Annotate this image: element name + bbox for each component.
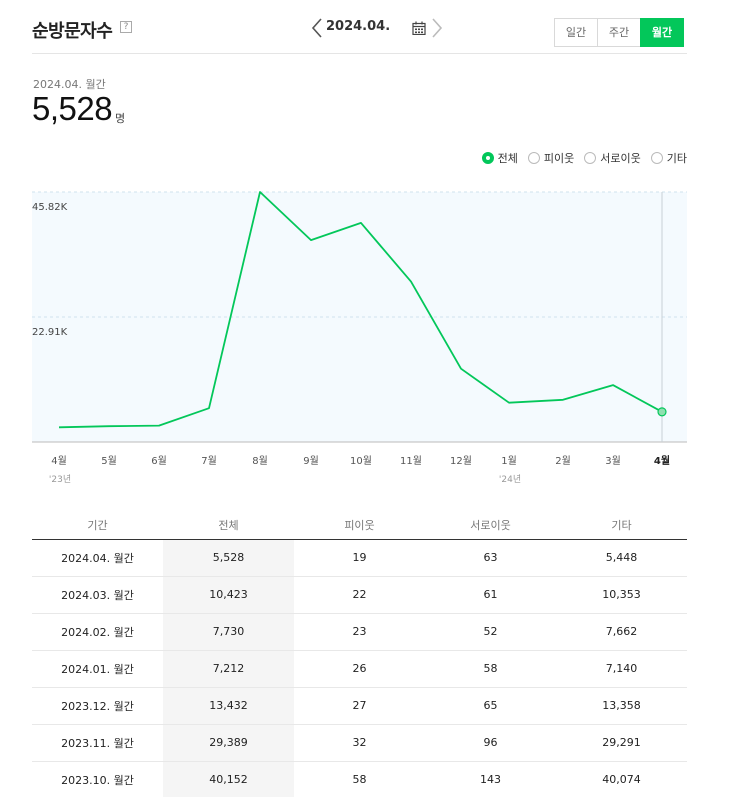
table-cell: 7,662 <box>556 613 687 651</box>
table-cell: 5,528 <box>163 539 294 577</box>
table-cell: 2023.10. 월간 <box>32 761 163 797</box>
legend-label: 피이웃 <box>543 152 575 165</box>
legend-label: 서로이웃 <box>600 152 641 165</box>
visitor-line-chart: 22.91K 45.82K 4월 '23년 5월 6월 7월 8월 9월 10월 11월 12월 1월 '… <box>32 191 687 485</box>
table-cell: 2024.03. 월간 <box>32 576 163 614</box>
radio-icon <box>527 152 540 164</box>
x-tick-label: 8월 <box>252 455 268 467</box>
summary-unit: 명 <box>115 112 126 125</box>
x-year-label: '23년 <box>49 474 71 485</box>
help-icon[interactable]: ? <box>120 21 132 33</box>
summary-value: 5,528 <box>32 90 113 127</box>
table-row: 2023.10. 월간 40,152 58 143 40,074 <box>32 761 687 797</box>
table-cell: 2024.01. 월간 <box>32 650 163 688</box>
table-cell: 2024.02. 월간 <box>32 613 163 651</box>
summary-period: 2024.04. 월간 <box>33 78 106 91</box>
table-cell: 13,432 <box>163 687 294 725</box>
table-cell: 5,448 <box>556 539 687 577</box>
radio-icon <box>650 152 663 164</box>
column-header: 전체 <box>163 511 294 540</box>
tab-daily[interactable]: 일간 <box>554 18 598 47</box>
table-cell: 40,074 <box>556 761 687 797</box>
column-header: 기간 <box>32 511 163 540</box>
series-line-total <box>58 191 663 429</box>
column-header: 피이웃 <box>294 511 425 540</box>
chart-legend: 전체 피이웃 서로이웃 기타 <box>481 150 687 166</box>
x-tick-label: 4월 <box>51 455 67 467</box>
tab-monthly[interactable]: 월간 <box>640 18 684 47</box>
legend-item-other[interactable]: 기타 <box>650 150 687 166</box>
page-header: 순방문자수 ? 2024.04. 일간 주간 월간 <box>32 0 687 54</box>
x-tick-label: 2월 <box>555 455 571 467</box>
table-cell: 29,291 <box>556 724 687 762</box>
x-tick-label: 4월 <box>654 455 670 467</box>
table-cell: 52 <box>425 613 556 651</box>
highlight-point <box>657 407 667 417</box>
legend-item-all[interactable]: 전체 <box>481 150 518 166</box>
table-row: 2023.11. 월간 29,389 32 96 29,291 <box>32 724 687 762</box>
table-cell: 2024.04. 월간 <box>32 539 163 577</box>
table-cell: 22 <box>294 576 425 614</box>
table-cell: 58 <box>294 761 425 797</box>
table-cell: 2023.11. 월간 <box>32 724 163 762</box>
x-tick-label: 12월 <box>450 455 472 467</box>
table-cell: 7,730 <box>163 613 294 651</box>
radio-icon <box>584 152 597 164</box>
table-cell: 7,212 <box>163 650 294 688</box>
table-row: 2023.12. 월간 13,432 27 65 13,358 <box>32 687 687 725</box>
table-row: 2024.02. 월간 7,730 23 52 7,662 <box>32 613 687 651</box>
table-cell: 143 <box>425 761 556 797</box>
table-row: 2024.03. 월간 10,423 22 61 10,353 <box>32 576 687 614</box>
table-cell: 40,152 <box>163 761 294 797</box>
table-row: 2024.04. 월간 5,528 19 63 5,448 <box>32 539 687 577</box>
x-tick-label: 6월 <box>151 455 167 467</box>
table-cell: 7,140 <box>556 650 687 688</box>
table-cell: 13,358 <box>556 687 687 725</box>
page-title: 순방문자수 <box>32 21 113 42</box>
table-cell: 63 <box>425 539 556 577</box>
table-cell: 23 <box>294 613 425 651</box>
current-date-label: 2024.04. <box>326 19 391 34</box>
table-row: 2024.01. 월간 7,212 26 58 7,140 <box>32 650 687 688</box>
table-cell: 65 <box>425 687 556 725</box>
table-cell: 2023.12. 월간 <box>32 687 163 725</box>
legend-label: 기타 <box>666 152 687 165</box>
x-tick-label: 7월 <box>201 455 217 467</box>
stats-table: 기간 전체 피이웃 서로이웃 기타 2024.04. 월간 5,528 19 63 5,448 2… <box>32 511 687 797</box>
table-cell: 29,389 <box>163 724 294 762</box>
table-cell: 10,353 <box>556 576 687 614</box>
x-tick-label: 1월 <box>501 455 517 467</box>
table-cell: 27 <box>294 687 425 725</box>
table-cell: 19 <box>294 539 425 577</box>
table-cell: 26 <box>294 650 425 688</box>
x-tick-label: 3월 <box>605 455 621 467</box>
table-cell: 32 <box>294 724 425 762</box>
calendar-icon[interactable] <box>412 20 426 36</box>
legend-item-mutual[interactable]: 서로이웃 <box>584 150 641 166</box>
legend-item-neighbor[interactable]: 피이웃 <box>527 150 575 166</box>
table-cell: 58 <box>425 650 556 688</box>
y-tick-label: 22.91K <box>32 327 68 338</box>
radio-selected-icon <box>481 152 494 164</box>
x-tick-label: 5월 <box>101 455 117 467</box>
chevron-right-icon[interactable] <box>430 17 444 39</box>
column-header: 기타 <box>556 511 687 540</box>
x-tick-label: 11월 <box>400 455 422 467</box>
table-cell: 10,423 <box>163 576 294 614</box>
table-header-row: 기간 전체 피이웃 서로이웃 기타 <box>32 511 687 540</box>
x-tick-label: 10월 <box>350 455 372 467</box>
column-header: 서로이웃 <box>425 511 556 540</box>
legend-label: 전체 <box>497 152 518 165</box>
period-toggle: 일간 주간 월간 <box>554 18 684 47</box>
chevron-left-icon[interactable] <box>310 17 324 39</box>
x-year-label: '24년 <box>499 474 521 485</box>
table-cell: 61 <box>425 576 556 614</box>
tab-weekly[interactable]: 주간 <box>597 18 641 47</box>
x-tick-label: 9월 <box>303 455 319 467</box>
table-cell: 96 <box>425 724 556 762</box>
y-tick-label: 45.82K <box>32 202 68 213</box>
